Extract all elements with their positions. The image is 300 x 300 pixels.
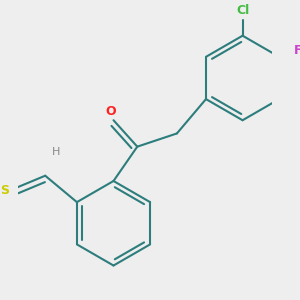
Text: H: H	[52, 147, 60, 157]
Text: S: S	[0, 184, 9, 197]
Text: O: O	[105, 105, 116, 118]
Text: F: F	[294, 44, 300, 57]
Text: Cl: Cl	[236, 4, 249, 17]
